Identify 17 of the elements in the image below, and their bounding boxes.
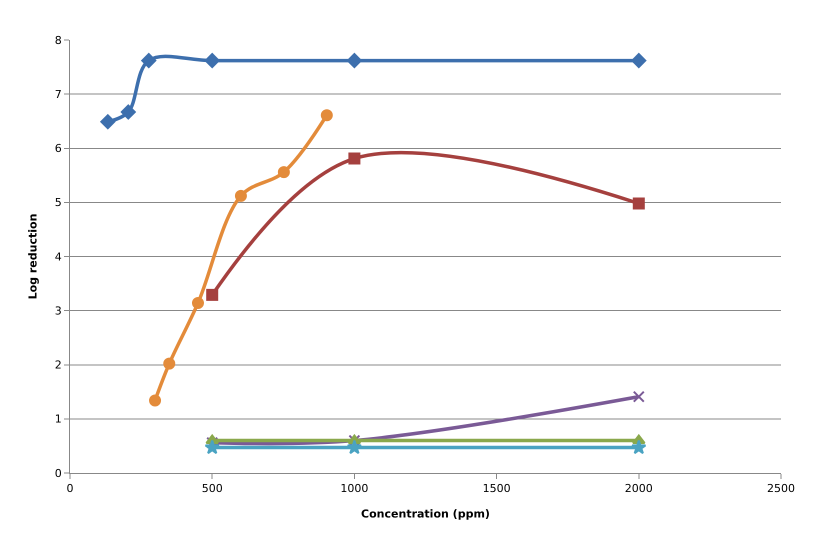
x-tick-label: 500: [202, 482, 223, 496]
y-tick-label: 1: [54, 412, 62, 426]
x-tick-label: 2000: [624, 482, 653, 496]
x-tick-label: 2500: [767, 482, 795, 496]
x-axis-title: Concentration (ppm): [361, 507, 490, 520]
y-tick-label: 7: [54, 88, 62, 101]
y-tick-label: 5: [54, 196, 62, 210]
y-tick-label: 2: [54, 358, 62, 372]
x-tick-label: 0: [66, 482, 74, 496]
x-tick-label: 1000: [340, 482, 368, 496]
y-tick-label: 8: [54, 34, 62, 47]
y-axis-title: Log reduction: [26, 214, 40, 300]
y-tick-label: 3: [54, 304, 62, 318]
y-tick-label: 4: [54, 250, 62, 264]
y-tick-label: 0: [54, 466, 62, 480]
y-tick-label: 6: [54, 142, 62, 156]
x-tick-label: 1500: [482, 482, 511, 496]
